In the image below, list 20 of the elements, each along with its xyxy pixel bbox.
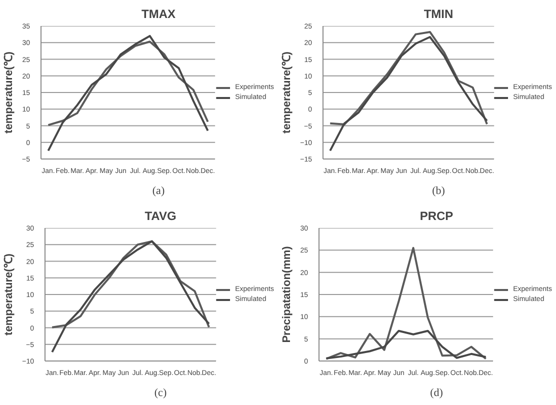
y-axis-title: temperature(℃)	[3, 253, 16, 336]
chart-title: TAVG	[144, 209, 176, 223]
chart-title: TMIN	[424, 7, 454, 21]
line-series	[47, 40, 209, 126]
y-axis-title: Precipatation(mm)	[281, 246, 294, 343]
line-series	[51, 240, 210, 354]
y-axis-title: temperature(℃)	[3, 51, 16, 134]
chart-title: TMAX	[142, 7, 176, 21]
line-series	[325, 246, 487, 360]
text: (a)	[152, 185, 165, 197]
line-series	[329, 36, 488, 152]
line-series	[329, 30, 488, 126]
text: (d)	[430, 387, 444, 399]
line-series	[325, 330, 487, 360]
y-axis-title: temperature(℃)	[281, 51, 294, 134]
chart-title: PRCP	[420, 209, 454, 223]
text: (b)	[432, 185, 446, 197]
line-series	[51, 240, 210, 328]
text: (c)	[154, 387, 167, 399]
line-series	[47, 34, 209, 152]
